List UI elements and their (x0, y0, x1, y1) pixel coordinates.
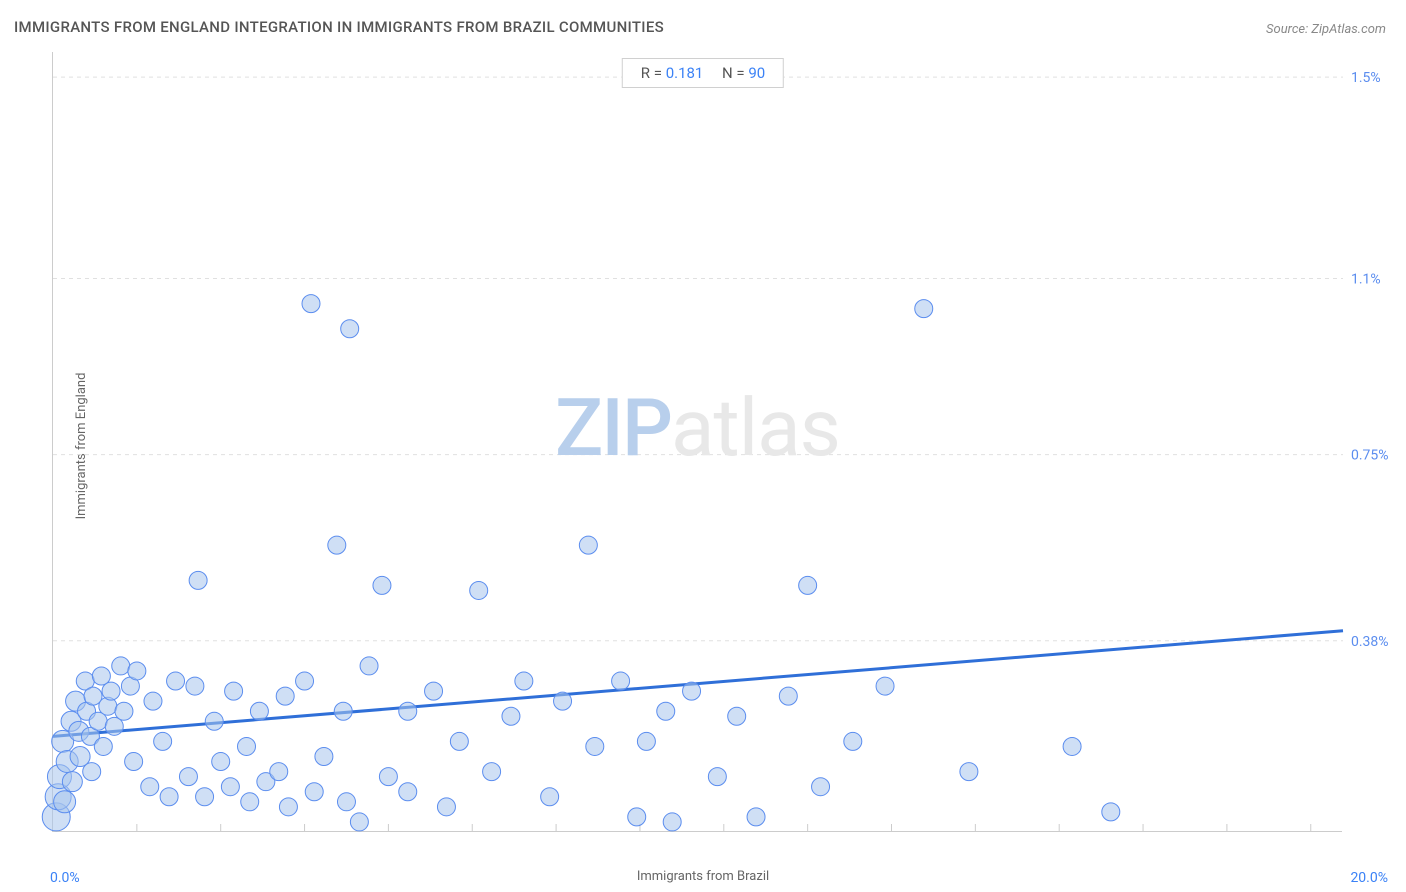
scatter-point (112, 657, 130, 675)
scatter-point (115, 702, 133, 720)
x-axis-label: Immigrants from Brazil (637, 869, 769, 884)
scatter-svg: 0.38%0.75%1.1%1.5% (53, 52, 1343, 832)
scatter-point (1063, 737, 1081, 755)
scatter-point (373, 576, 391, 594)
scatter-point (225, 682, 243, 700)
scatter-point (205, 712, 223, 730)
scatter-point (250, 702, 268, 720)
scatter-point (296, 672, 314, 690)
r-value: 0.181 (666, 64, 704, 82)
scatter-point (125, 753, 143, 771)
n-value: 90 (748, 64, 765, 82)
y-tick-label: 0.38% (1351, 634, 1389, 650)
scatter-point (337, 793, 355, 811)
scatter-point (341, 320, 359, 338)
y-tick-label: 1.5% (1351, 70, 1381, 86)
scatter-point (221, 778, 239, 796)
scatter-point (483, 763, 501, 781)
scatter-point (683, 682, 701, 700)
chart-title: IMMIGRANTS FROM ENGLAND INTEGRATION IN I… (14, 18, 664, 36)
x-axis-max: 20.0% (1350, 870, 1388, 886)
scatter-point (554, 692, 572, 710)
scatter-point (515, 672, 533, 690)
scatter-point (334, 702, 352, 720)
scatter-point (154, 732, 172, 750)
scatter-point (399, 783, 417, 801)
scatter-point (637, 732, 655, 750)
scatter-point (102, 682, 120, 700)
scatter-point (350, 813, 368, 831)
scatter-point (586, 737, 604, 755)
scatter-point (876, 677, 894, 695)
scatter-point (360, 657, 378, 675)
scatter-point (708, 768, 726, 786)
scatter-point (212, 753, 230, 771)
scatter-point (270, 763, 288, 781)
scatter-point (470, 581, 488, 599)
scatter-point (160, 788, 178, 806)
scatter-point (844, 732, 862, 750)
scatter-point (579, 536, 597, 554)
scatter-point (812, 778, 830, 796)
scatter-point (779, 687, 797, 705)
scatter-point (189, 571, 207, 589)
scatter-point (302, 295, 320, 313)
plot-area: 0.38%0.75%1.1%1.5% ZIPatlas (52, 52, 1342, 832)
scatter-point (541, 788, 559, 806)
scatter-point (196, 788, 214, 806)
scatter-point (62, 772, 82, 792)
y-tick-label: 1.1% (1351, 271, 1381, 287)
y-tick-label: 0.75% (1351, 448, 1389, 464)
scatter-point (238, 737, 256, 755)
stats-box: R = 0.181 N = 90 (622, 58, 784, 88)
scatter-point (728, 707, 746, 725)
scatter-point (94, 737, 112, 755)
scatter-point (328, 536, 346, 554)
scatter-point (179, 768, 197, 786)
scatter-point (657, 702, 675, 720)
scatter-point (305, 783, 323, 801)
n-label: N = (722, 64, 748, 82)
scatter-point (128, 662, 146, 680)
scatter-point (144, 692, 162, 710)
scatter-point (54, 791, 76, 813)
scatter-point (399, 702, 417, 720)
scatter-point (1102, 803, 1120, 821)
scatter-point (437, 798, 455, 816)
scatter-point (83, 763, 101, 781)
scatter-point (747, 808, 765, 826)
scatter-point (279, 798, 297, 816)
trendline (53, 631, 1343, 737)
scatter-point (425, 682, 443, 700)
scatter-point (612, 672, 630, 690)
scatter-point (628, 808, 646, 826)
scatter-point (315, 748, 333, 766)
r-label: R = (641, 64, 666, 82)
scatter-point (276, 687, 294, 705)
scatter-point (663, 813, 681, 831)
scatter-point (915, 300, 933, 318)
scatter-point (960, 763, 978, 781)
scatter-point (167, 672, 185, 690)
scatter-point (502, 707, 520, 725)
x-axis-min: 0.0% (50, 870, 80, 886)
scatter-point (241, 793, 259, 811)
scatter-point (186, 677, 204, 695)
scatter-point (450, 732, 468, 750)
scatter-point (799, 576, 817, 594)
scatter-point (141, 778, 159, 796)
scatter-point (379, 768, 397, 786)
chart-source: Source: ZipAtlas.com (1266, 22, 1386, 37)
